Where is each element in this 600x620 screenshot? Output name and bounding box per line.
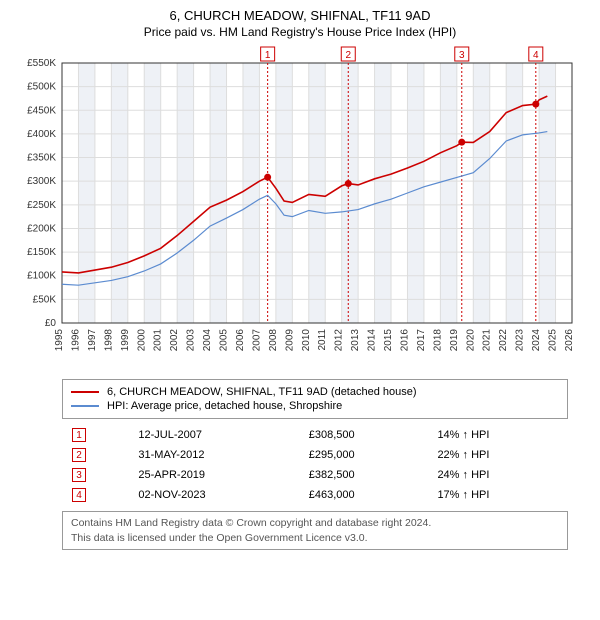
legend: 6, CHURCH MEADOW, SHIFNAL, TF11 9AD (det… (62, 379, 568, 419)
table-row: 4 02-NOV-2023£463,00017% ↑ HPI (62, 485, 568, 505)
svg-text:£150K: £150K (27, 247, 56, 258)
marker-ref-box: 3 (72, 468, 86, 482)
tx-price: £295,000 (299, 445, 428, 465)
legend-item: HPI: Average price, detached house, Shro… (71, 400, 559, 412)
svg-text:1999: 1999 (120, 329, 131, 352)
tx-hpi-delta: 22% ↑ HPI (427, 445, 568, 465)
svg-text:£300K: £300K (27, 176, 56, 187)
footer-line2: This data is licensed under the Open Gov… (71, 531, 559, 546)
svg-text:£450K: £450K (27, 105, 56, 116)
table-row: 3 25-APR-2019£382,50024% ↑ HPI (62, 465, 568, 485)
chart-container: 6, CHURCH MEADOW, SHIFNAL, TF11 9AD Pric… (0, 0, 600, 558)
svg-text:2022: 2022 (498, 329, 509, 352)
svg-text:2025: 2025 (548, 329, 559, 352)
svg-text:2000: 2000 (136, 329, 147, 352)
transaction-table: 1 12-JUL-2007£308,50014% ↑ HPI 2 31-MAY-201… (62, 425, 568, 505)
svg-text:2018: 2018 (432, 329, 443, 352)
tx-price: £308,500 (299, 425, 428, 445)
svg-text:£250K: £250K (27, 200, 56, 211)
chart-plot: £0 £50K £100K £150K £200K £250K £300K £350K £400… (12, 43, 588, 373)
svg-text:2013: 2013 (350, 329, 361, 352)
svg-text:2014: 2014 (367, 329, 378, 352)
marker-ref-box: 1 (72, 428, 86, 442)
svg-text:2023: 2023 (515, 329, 526, 352)
table-row: 1 12-JUL-2007£308,50014% ↑ HPI (62, 425, 568, 445)
svg-text:1998: 1998 (103, 329, 114, 352)
table-row: 2 31-MAY-2012£295,00022% ↑ HPI (62, 445, 568, 465)
svg-text:2007: 2007 (251, 329, 262, 352)
line-chart-svg: £0 £50K £100K £150K £200K £250K £300K £350K £400… (12, 43, 588, 373)
tx-hpi-delta: 24% ↑ HPI (427, 465, 568, 485)
legend-label: 6, CHURCH MEADOW, SHIFNAL, TF11 9AD (det… (107, 386, 417, 398)
svg-text:1995: 1995 (54, 329, 65, 352)
svg-text:£0: £0 (45, 318, 57, 329)
legend-item: 6, CHURCH MEADOW, SHIFNAL, TF11 9AD (det… (71, 386, 559, 398)
tx-date: 31-MAY-2012 (128, 445, 298, 465)
svg-text:1996: 1996 (70, 329, 81, 352)
svg-text:2011: 2011 (317, 329, 328, 351)
svg-text:£100K: £100K (27, 271, 56, 282)
svg-text:2: 2 (345, 50, 351, 61)
tx-price: £463,000 (299, 485, 428, 505)
chart-subtitle: Price paid vs. HM Land Registry's House … (12, 25, 588, 39)
footer-attribution: Contains HM Land Registry data © Crown c… (62, 511, 568, 550)
svg-text:£400K: £400K (27, 129, 56, 140)
svg-text:2016: 2016 (399, 329, 410, 352)
svg-text:2005: 2005 (219, 329, 230, 352)
chart-title: 6, CHURCH MEADOW, SHIFNAL, TF11 9AD (12, 8, 588, 23)
svg-text:2008: 2008 (268, 329, 279, 352)
svg-text:2012: 2012 (334, 329, 345, 352)
svg-text:2017: 2017 (416, 329, 427, 352)
svg-text:2026: 2026 (564, 329, 575, 352)
svg-text:2024: 2024 (531, 329, 542, 352)
svg-text:2009: 2009 (284, 329, 295, 352)
tx-price: £382,500 (299, 465, 428, 485)
svg-text:2015: 2015 (383, 329, 394, 352)
svg-text:£200K: £200K (27, 223, 56, 234)
svg-text:2002: 2002 (169, 329, 180, 352)
tx-date: 02-NOV-2023 (128, 485, 298, 505)
marker-ref-box: 2 (72, 448, 86, 462)
tx-hpi-delta: 17% ↑ HPI (427, 485, 568, 505)
svg-text:2003: 2003 (186, 329, 197, 352)
svg-text:£550K: £550K (27, 58, 56, 69)
svg-text:£50K: £50K (33, 294, 57, 305)
svg-text:£500K: £500K (27, 82, 56, 93)
svg-text:2019: 2019 (449, 329, 460, 352)
svg-text:1: 1 (265, 50, 271, 61)
svg-text:2010: 2010 (301, 329, 312, 352)
legend-swatch (71, 405, 99, 407)
svg-text:2021: 2021 (482, 329, 493, 352)
legend-label: HPI: Average price, detached house, Shro… (107, 400, 342, 412)
svg-text:3: 3 (459, 50, 465, 61)
svg-text:2004: 2004 (202, 329, 213, 352)
footer-line1: Contains HM Land Registry data © Crown c… (71, 516, 559, 531)
svg-text:2001: 2001 (153, 329, 164, 352)
marker-ref-box: 4 (72, 488, 86, 502)
svg-text:4: 4 (533, 50, 539, 61)
tx-date: 12-JUL-2007 (128, 425, 298, 445)
svg-text:1997: 1997 (87, 329, 98, 352)
svg-text:2006: 2006 (235, 329, 246, 352)
svg-text:2020: 2020 (465, 329, 476, 352)
svg-text:£350K: £350K (27, 153, 56, 164)
tx-date: 25-APR-2019 (128, 465, 298, 485)
legend-swatch (71, 391, 99, 393)
tx-hpi-delta: 14% ↑ HPI (427, 425, 568, 445)
